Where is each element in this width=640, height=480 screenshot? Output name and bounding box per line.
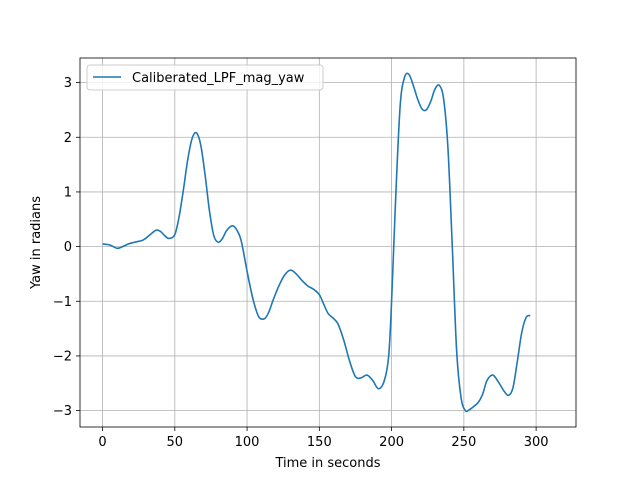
y-tick-label: −1 — [53, 295, 72, 310]
x-tick-label: 250 — [451, 435, 476, 450]
plot-frame — [79, 57, 577, 428]
legend-entry-label: Caliberated_LPF_mag_yaw — [132, 71, 305, 86]
y-tick-label: −3 — [53, 404, 72, 419]
y-tick-label: 2 — [64, 131, 72, 146]
y-tick-label: 0 — [64, 240, 72, 255]
series-line-caliberated-lpf-mag-yaw — [102, 72, 531, 413]
x-tick-label: 0 — [98, 435, 106, 450]
ticks: 0 50 100 150 200 250 300 −3 −2 −1 0 1 2 3 — [53, 76, 549, 450]
x-tick-label: 150 — [307, 435, 332, 450]
y-tick-label: 1 — [64, 185, 72, 200]
x-tick-label: 200 — [379, 435, 404, 450]
series-layer — [102, 72, 531, 413]
y-axis-label: Yaw in radians — [29, 196, 44, 290]
legend-box — [86, 64, 324, 91]
x-axis-label: Time in seconds — [274, 456, 380, 471]
x-tick-label: 100 — [235, 435, 260, 450]
grid — [80, 58, 576, 427]
x-tick-label: 50 — [167, 435, 184, 450]
y-tick-label: −2 — [53, 349, 72, 364]
y-tick-label: 3 — [64, 76, 72, 91]
legend: Caliberated_LPF_mag_yaw — [86, 64, 324, 91]
x-tick-label: 300 — [524, 435, 549, 450]
